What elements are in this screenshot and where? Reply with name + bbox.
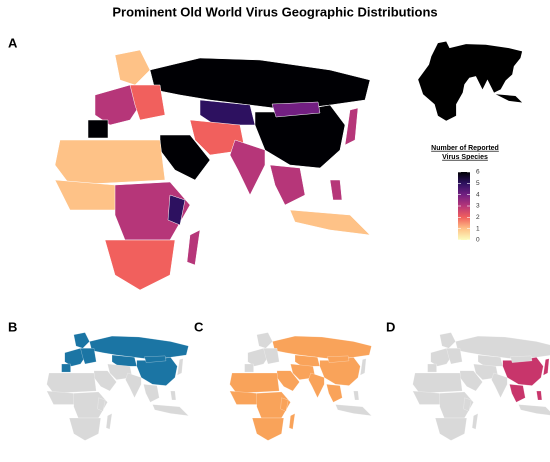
- region: [98, 398, 106, 412]
- region: [330, 180, 342, 200]
- region: [472, 414, 478, 430]
- region: [69, 418, 101, 441]
- region: [105, 240, 175, 290]
- legend-tick-label: 4: [476, 191, 480, 198]
- panel-label: B: [8, 319, 17, 334]
- region: [413, 391, 442, 405]
- map-main: [55, 50, 370, 290]
- region: [464, 398, 472, 412]
- region: [55, 180, 120, 210]
- region: [245, 364, 254, 372]
- highlighted-region: [81, 348, 97, 364]
- region: [153, 405, 189, 416]
- legend-tick-label: 0: [476, 237, 480, 244]
- map-panel-d: [413, 333, 550, 441]
- highlighted-region: [90, 336, 189, 359]
- inset-globe: [418, 42, 522, 121]
- legend-tick-label: 3: [476, 203, 480, 210]
- legend-title: Number of Reported: [431, 145, 499, 152]
- highlighted-region: [230, 373, 280, 393]
- panel-label: D: [386, 319, 395, 334]
- panel-label: A: [8, 35, 18, 50]
- region: [435, 418, 467, 441]
- panel-label: C: [194, 319, 204, 334]
- region: [177, 359, 183, 376]
- highlighted-region: [289, 414, 295, 430]
- title: Prominent Old World Virus Geographic Dis…: [112, 4, 437, 19]
- region: [264, 348, 280, 364]
- region: [106, 414, 112, 430]
- region: [230, 140, 265, 195]
- region: [126, 373, 142, 398]
- region: [171, 391, 176, 400]
- region: [150, 58, 370, 110]
- region: [257, 333, 273, 349]
- legend-tick-label: 1: [476, 225, 480, 232]
- region: [115, 50, 150, 85]
- highlighted-region: [74, 333, 90, 349]
- highlighted-region: [543, 359, 549, 376]
- region: [187, 230, 200, 265]
- highlighted-region: [62, 364, 71, 372]
- region: [456, 336, 550, 359]
- highlighted-region: [230, 391, 259, 405]
- legend-title: Virus Species: [442, 154, 488, 161]
- legend-tick-label: 2: [476, 214, 480, 221]
- map-panel-c: [230, 333, 372, 441]
- highlighted-region: [537, 391, 542, 400]
- highlighted-region: [273, 336, 372, 359]
- map-panel-b: [47, 333, 189, 441]
- highlighted-region: [309, 373, 325, 398]
- highlighted-region: [281, 398, 289, 412]
- region: [354, 391, 359, 400]
- region: [55, 140, 165, 185]
- region: [88, 120, 108, 138]
- region: [492, 373, 508, 398]
- region: [447, 348, 463, 364]
- region: [270, 165, 305, 205]
- region: [413, 373, 463, 393]
- highlighted-region: [252, 418, 284, 441]
- region: [360, 359, 366, 376]
- region: [336, 405, 372, 416]
- region: [144, 384, 160, 402]
- region: [440, 333, 456, 349]
- legend-tick-label: 6: [476, 169, 480, 176]
- region: [47, 373, 97, 393]
- highlighted-region: [510, 384, 526, 402]
- highlighted-region: [327, 384, 343, 402]
- region: [130, 85, 165, 120]
- region: [519, 405, 550, 416]
- region: [47, 391, 76, 405]
- region: [290, 210, 370, 235]
- legend-tick-label: 5: [476, 180, 480, 187]
- region: [428, 364, 437, 372]
- region: [168, 195, 185, 225]
- region: [345, 108, 358, 145]
